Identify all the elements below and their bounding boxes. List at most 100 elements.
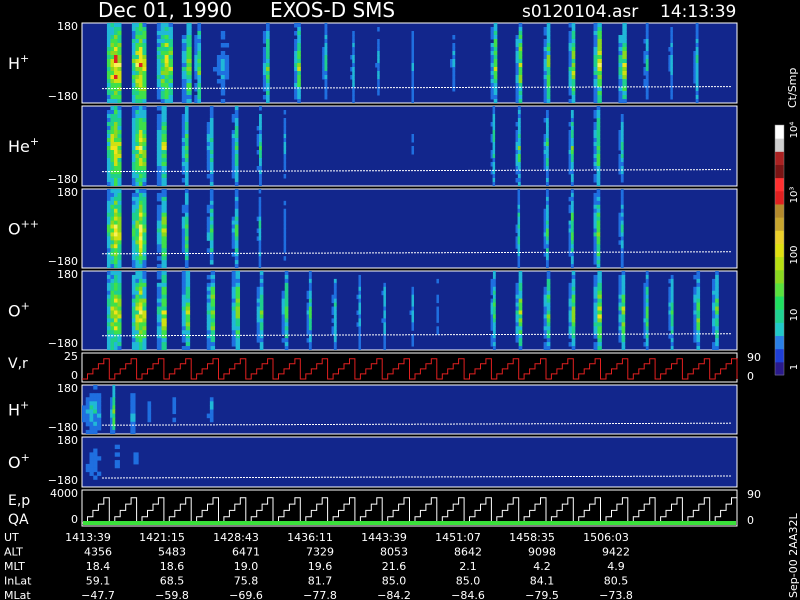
colorbar-tick-label: 100 [789,245,800,264]
colorbar-segment [775,309,784,323]
panel-background [82,23,737,103]
table-cell: 4.9 [607,560,625,573]
burst-13 [593,106,601,186]
table-cell: 75.8 [234,575,259,588]
burst-12 [618,189,624,268]
colorbar-segment [775,230,784,244]
burst-0 [106,106,122,186]
panel-2: O++ 180 −180 [8,186,738,269]
burst-0 [85,448,102,480]
table-row-label: UT [4,531,19,544]
burst-11 [381,282,386,350]
burst-3 [181,106,189,186]
burst-16 [568,23,576,103]
table-row-inlat: InLat 59.1 68.5 75.8 81.7 85.0 85.0 84.1 80.5 [4,575,628,588]
panel-ylabel: O++ [8,218,39,239]
y-tick-label: 180 [57,434,78,447]
step-series-line [82,358,738,380]
burst-3 [181,23,192,103]
y-tick-label: −180 [48,90,78,103]
colorbar-segment [775,348,784,363]
burst-11 [411,31,414,103]
burst-1 [131,23,147,103]
y-tick-label: 180 [57,20,78,33]
y-tick-label: 0 [71,513,78,526]
table-cell: 85.0 [456,575,481,588]
table-cell: 59.1 [86,575,111,588]
table-cell: 7329 [306,546,334,559]
colorbar-unit: Ct/Smp [786,68,799,108]
burst-12 [568,110,574,186]
ephemeris-table: UT 1413:39 1421:15 1428:43 1436:11 1443:39 145… [4,531,633,600]
panel-ylabel-2: QA [8,512,29,528]
burst-5 [231,106,239,186]
table-cell: 1443:39 [361,531,407,544]
burst-5 [231,189,239,268]
table-cell: 1506:03 [583,531,629,544]
panel-1: He+ −180 [8,105,738,187]
burst-4 [206,106,214,186]
colorbar-tick-label: 1 [789,364,800,370]
panel-background [82,106,737,186]
table-cell: −69.6 [229,589,263,600]
burst-7 [283,200,287,261]
table-cell: −84.6 [451,589,485,600]
y-tick-label: −180 [48,421,78,434]
burst-10 [515,106,521,186]
table-cell: 68.5 [160,575,185,588]
panel-ylabel: He+ [8,135,39,156]
panel-background [82,437,737,487]
y-tick-label: 180 [57,382,78,395]
y-tick-label: 180 [57,268,78,281]
table-row-ut: UT 1413:39 1421:15 1428:43 1436:11 1443:39 145… [4,531,629,544]
plot-header: Dec 01, 1990 EXOS-D SMS s0120104.asr 14:… [98,0,736,22]
table-cell: −77.8 [303,589,337,600]
table-row-label: InLat [4,575,32,588]
table-cell: 9098 [528,546,556,559]
burst-3 [147,401,152,423]
burst-15 [543,23,551,103]
panel-6: O+ 180 −180 [8,434,738,488]
burst-1 [131,106,147,186]
colorbar-segment [775,269,784,284]
burst-20 [643,271,649,350]
burst-2 [156,271,167,350]
colorbar-segment [775,335,784,350]
table-cell: 81.7 [308,575,333,588]
burst-23 [712,271,719,350]
table-cell: 21.6 [382,560,407,573]
table-cell: 1413:39 [65,531,111,544]
colorbar-segment [775,164,784,179]
burst-9 [490,106,496,186]
table-cell: 4356 [84,546,112,559]
side-label: Sep-00 2AA32L [787,512,800,598]
burst-16 [543,271,551,350]
colorbar-segment [775,256,784,271]
spectrogram-bursts [82,385,214,434]
table-cell: 5483 [158,546,186,559]
burst-2 [133,452,139,465]
burst-4 [172,397,177,423]
y-tick-label: 4000 [50,487,78,500]
y-tick-label: 180 [57,186,78,199]
header-time: 14:13:39 [660,2,736,22]
burst-12 [450,35,456,92]
qa-bar [83,521,736,525]
panel-7: 90 0 E,p QA 4000 0 [8,487,761,528]
colorbar-segment [775,203,784,218]
table-cell: −79.5 [525,589,559,600]
burst-19 [618,271,626,350]
panel-stack: H+180−180He+−180O++180−180O+180−180900V,… [8,20,761,528]
table-cell: 6471 [232,546,260,559]
panel-ylabel: V,r [8,356,28,372]
colorbar-segment [775,125,784,139]
colorbar-segment [775,217,784,231]
burst-13 [490,23,498,103]
burst-10 [375,27,380,96]
colorbar-segment [775,138,784,152]
table-cell: −59.8 [155,589,189,600]
table-row-alt: ALT 4356 5483 6471 7329 8053 8642 9098 9422 [4,546,630,559]
spectrogram-bursts [106,271,719,350]
burst-5 [213,31,230,103]
y-tick-label: 0 [71,369,78,382]
